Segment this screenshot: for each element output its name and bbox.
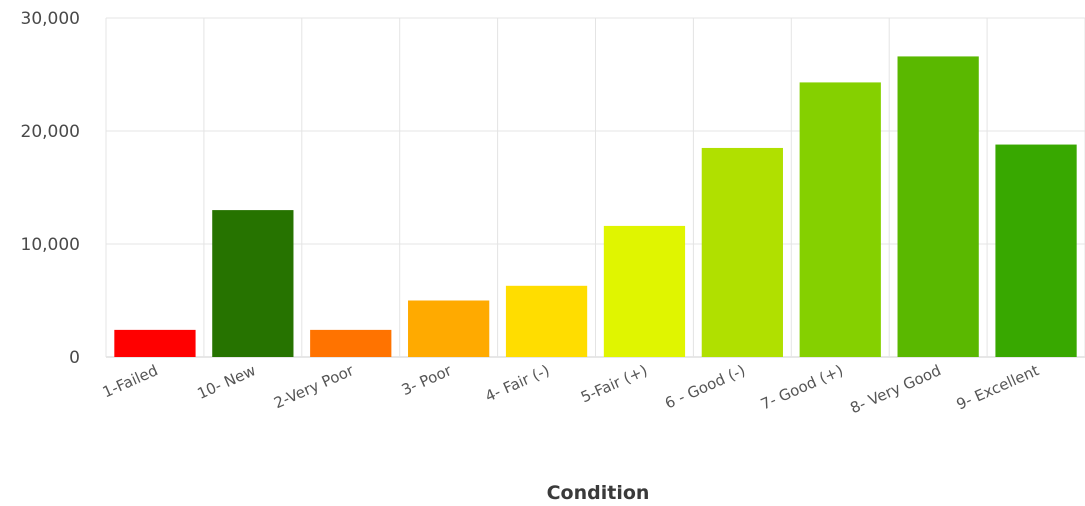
bar[interactable] [505, 285, 588, 357]
x-tick-label: 2-Very Poor [271, 361, 357, 412]
bar[interactable] [799, 82, 881, 357]
y-tick-label: 0 [69, 348, 80, 368]
bar[interactable] [310, 329, 392, 357]
bar[interactable] [995, 144, 1077, 357]
bar[interactable] [408, 300, 490, 358]
x-tick-label: 7- Good (+) [758, 361, 846, 413]
x-tick-label: 9- Excellent [954, 361, 1042, 413]
x-tick-label: 8- Very Good [847, 361, 943, 417]
bar[interactable] [603, 225, 686, 357]
y-tick-label: 10,000 [21, 235, 80, 255]
x-tick-label: 3- Poor [399, 361, 455, 399]
x-axis-title: Condition [547, 482, 650, 504]
x-tick-label: 4- Fair (-) [482, 361, 552, 405]
bar[interactable] [212, 210, 294, 357]
y-tick-label: 30,000 [21, 9, 80, 29]
bars [114, 56, 1077, 358]
y-axis: 0 10,000 20,000 30,000 [21, 9, 80, 368]
x-tick-label: 5-Fair (+) [578, 361, 650, 406]
bar[interactable] [701, 147, 783, 357]
x-tick-label: 1-Failed [100, 361, 161, 401]
y-tick-label: 20,000 [21, 122, 80, 142]
x-tick-label: 10- New [195, 361, 259, 403]
bar[interactable] [114, 329, 196, 357]
bar[interactable] [897, 56, 979, 358]
x-axis: 1-Failed 10- New 2-Very Poor 3- Poor 4- Fair… [100, 361, 1042, 417]
x-tick-label: 6 - Good (-) [662, 361, 748, 412]
